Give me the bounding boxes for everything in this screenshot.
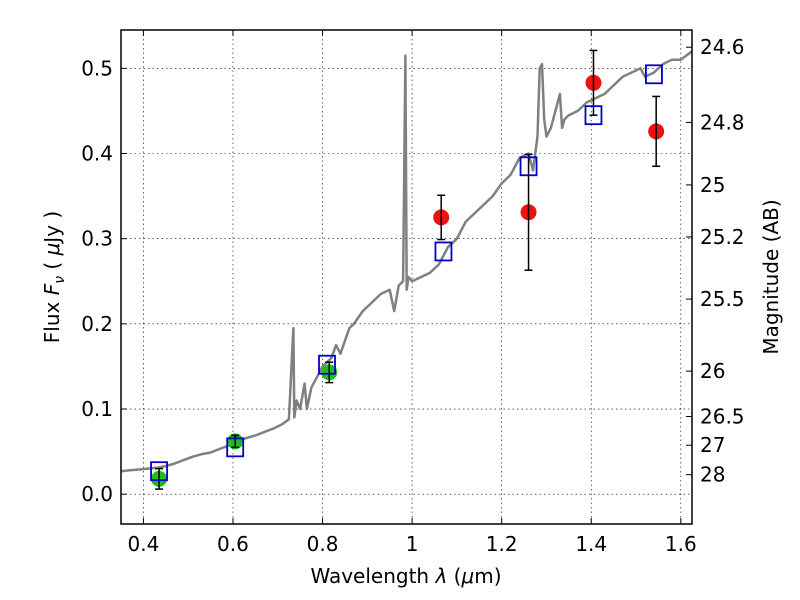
y-tick-label: 0.5 [81, 56, 113, 80]
y2-tick-label: 26 [700, 359, 725, 383]
model-photometry-square [226, 437, 245, 458]
grid-lines [121, 30, 692, 524]
model-photometry-square [519, 156, 538, 177]
y2-tick-label: 27 [700, 433, 725, 457]
x-tick-label: 0.8 [307, 532, 339, 556]
x-tick-label: 1 [406, 532, 419, 556]
y2-tick-label: 24.6 [700, 35, 745, 59]
y2-tick-label: 24.8 [700, 110, 745, 134]
y-tick-label: 0.0 [81, 482, 113, 506]
model-photometry-square [434, 241, 453, 262]
plot-frame [120, 29, 693, 525]
x-tick-label: 0.6 [217, 532, 249, 556]
y-axis-label: Flux Fν ( μJy ) [40, 211, 68, 343]
y2-tick-label: 25 [700, 173, 725, 197]
model-photometry-square [150, 461, 168, 482]
y2-tick-label: 25.2 [700, 225, 745, 249]
model-spectrum-line [120, 50, 693, 473]
x-tick-label: 0.4 [127, 532, 159, 556]
axis-ticks: 0.4 0.6 0.8 1 1.2 1.4 1.6 0.0 0.1 0.2 0.3 0.4 0.5 24.… [81, 30, 745, 556]
y2-tick-label: 25.5 [700, 287, 745, 311]
y-tick-label: 0.4 [81, 142, 113, 166]
x-tick-label: 1.6 [665, 532, 697, 556]
y2-tick-label: 28 [700, 463, 725, 487]
photometry-markers-layer [150, 49, 665, 490]
secondary-y-axis-label: Magnitude (AB) [759, 199, 783, 354]
model-spectrum-layer [120, 50, 693, 473]
y2-tick-label: 26.5 [700, 405, 745, 429]
y-tick-label: 0.1 [81, 397, 113, 421]
model-photometry-square [645, 64, 663, 85]
x-axis-label: Wavelength λ (μm) [310, 564, 501, 588]
model-photometry-square [584, 105, 603, 126]
x-tick-label: 1.2 [486, 532, 518, 556]
x-tick-label: 1.4 [575, 532, 607, 556]
y-tick-label: 0.3 [81, 227, 113, 251]
y-tick-label: 0.2 [81, 312, 113, 336]
model-photometry-square [318, 354, 336, 375]
